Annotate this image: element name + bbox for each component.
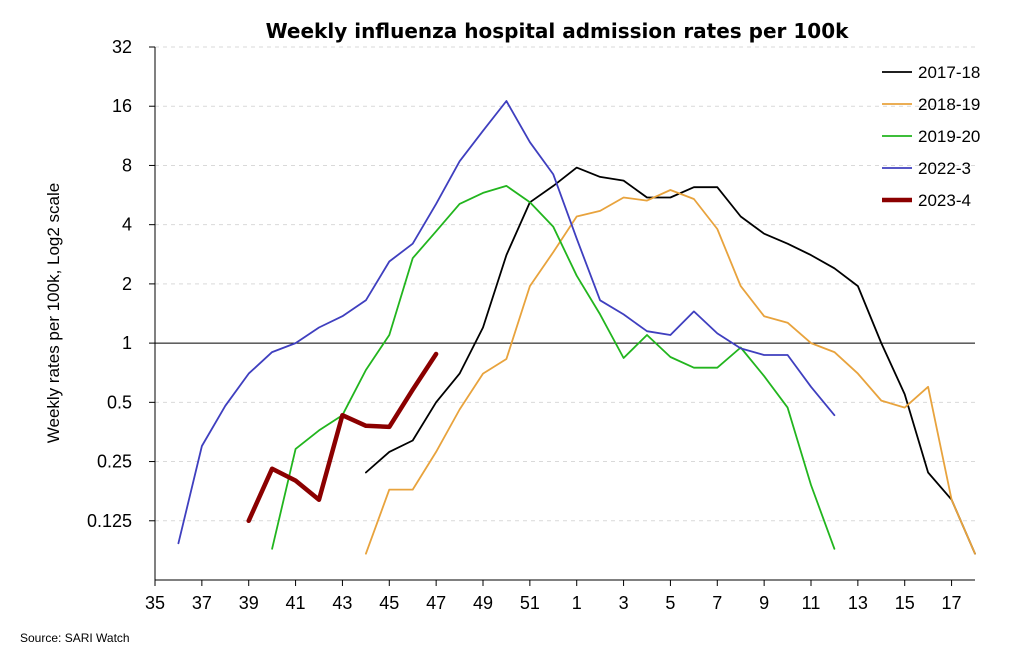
x-tick-label: 5 — [665, 593, 675, 613]
x-tick-label: 17 — [942, 593, 962, 613]
series-line-2019-20 — [271, 184, 836, 550]
gridlines — [155, 46, 975, 522]
x-tick-label: 51 — [520, 593, 540, 613]
y-tick-label: 0.25 — [97, 452, 132, 472]
x-tick-label: 47 — [426, 593, 446, 613]
legend-label: 2017-18 — [918, 63, 980, 82]
series-line-2023-4 — [246, 351, 439, 524]
x-tick-label: 9 — [759, 593, 769, 613]
x-tick-label: 37 — [192, 593, 212, 613]
legend-label: 2023-4 — [918, 191, 971, 210]
y-tick-label: 1 — [122, 333, 132, 353]
legend-label: 2018-19 — [918, 95, 980, 114]
legend-label: 2019-20 — [918, 127, 980, 146]
x-axis-ticks: 35 37 39 41 43 45 47 49 51 1 3 5 7 9 11 13 15 17 — [145, 580, 962, 613]
y-tick-label: 8 — [122, 155, 132, 175]
x-tick-label: 43 — [332, 593, 352, 613]
y-axis-ticks: 0.125 0.25 0.5 1 2 4 8 16 32 — [87, 37, 155, 531]
x-tick-label: 11 — [802, 593, 821, 613]
series-line-2022-3 — [177, 100, 836, 545]
y-tick-label: 0.5 — [107, 392, 132, 412]
y-axis-label: Weekly rates per 100k, Log2 scale — [44, 183, 63, 444]
y-tick-label: 32 — [112, 37, 132, 57]
x-tick-label: 35 — [145, 593, 165, 613]
x-tick-label: 45 — [379, 593, 399, 613]
source-note: Source: SARI Watch — [20, 631, 130, 645]
series-line-2017-18 — [364, 166, 976, 555]
x-tick-label: 15 — [895, 593, 915, 613]
x-tick-label: 1 — [572, 593, 582, 613]
x-tick-label: 13 — [848, 593, 868, 613]
y-tick-label: 16 — [112, 96, 132, 116]
chart-title: Weekly influenza hospital admission rate… — [266, 19, 850, 43]
x-tick-label: 3 — [619, 593, 629, 613]
y-tick-label: 2 — [122, 274, 132, 294]
legend: 2017-18 2018-19 2019-20 2022-3 2023-4 — [882, 63, 980, 210]
y-tick-label: 4 — [122, 215, 132, 235]
legend-label: 2022-3 — [918, 159, 971, 178]
x-tick-label: 49 — [473, 593, 493, 613]
y-tick-label: 0.125 — [87, 511, 132, 531]
series-line-2018-19 — [364, 189, 976, 555]
x-tick-label: 41 — [286, 593, 306, 613]
x-tick-label: 7 — [712, 593, 722, 613]
x-tick-label: 39 — [239, 593, 259, 613]
series-group — [177, 100, 976, 555]
